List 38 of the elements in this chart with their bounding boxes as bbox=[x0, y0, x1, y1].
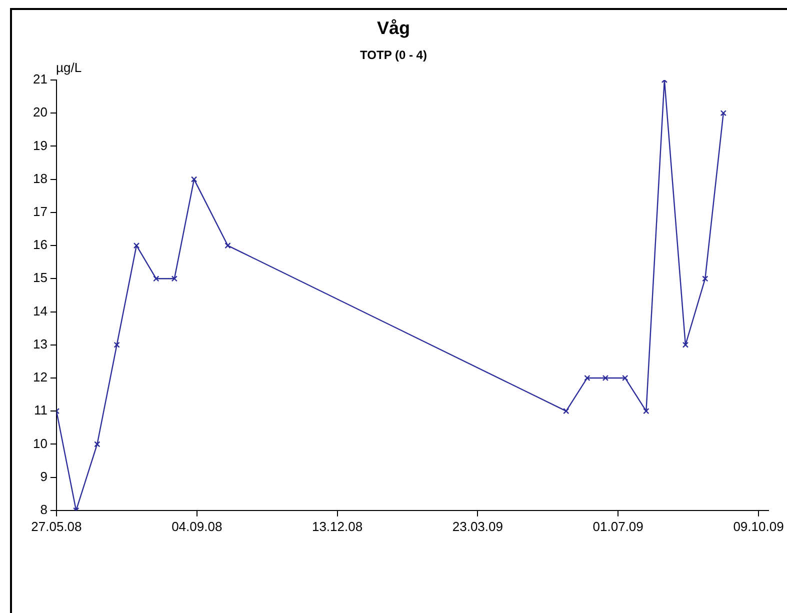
y-tick-label: 13 bbox=[32, 336, 48, 352]
point bbox=[702, 276, 708, 282]
x-tick-label: 04.09.08 bbox=[172, 518, 222, 534]
y-tick-label: 17 bbox=[32, 204, 48, 220]
y-tick-label: 18 bbox=[32, 170, 48, 186]
y-axis-title: µg/L bbox=[56, 60, 82, 75]
x-tick-label: 01.07.09 bbox=[592, 518, 644, 534]
y-tick-label: 14 bbox=[32, 303, 48, 318]
y-tick-label: 8 bbox=[40, 502, 48, 517]
y-tick-label: 12 bbox=[32, 370, 48, 385]
point bbox=[153, 276, 160, 282]
point bbox=[602, 374, 609, 382]
point bbox=[190, 176, 198, 182]
point bbox=[133, 242, 140, 249]
y-tick-label: 19 bbox=[32, 138, 48, 153]
point bbox=[94, 441, 100, 448]
x-tick-label: 13.12.08 bbox=[312, 518, 363, 534]
chart-title: Våg bbox=[376, 18, 411, 39]
y-tick-label: 9 bbox=[40, 468, 48, 484]
chart-subtitle: TOTP (0 - 4) bbox=[360, 48, 427, 62]
point bbox=[114, 342, 120, 348]
y-tick-label: 20 bbox=[32, 104, 48, 120]
point bbox=[563, 408, 570, 414]
point bbox=[224, 242, 231, 249]
point bbox=[720, 110, 726, 116]
y-tick-label: 21 bbox=[32, 72, 48, 87]
point bbox=[584, 374, 590, 382]
y-tick-label: 15 bbox=[32, 270, 48, 286]
y-tick-label: 10 bbox=[32, 436, 48, 451]
point bbox=[622, 374, 628, 382]
point bbox=[643, 408, 650, 414]
point bbox=[682, 342, 689, 348]
x-tick-label: 27.05.08 bbox=[31, 518, 82, 534]
point bbox=[171, 276, 178, 282]
y-tick-label: 16 bbox=[32, 237, 48, 252]
x-tick-label: 09.10.09 bbox=[733, 518, 784, 534]
x-tick-label: 23.03.09 bbox=[452, 518, 503, 534]
y-tick-label: 11 bbox=[34, 402, 48, 418]
